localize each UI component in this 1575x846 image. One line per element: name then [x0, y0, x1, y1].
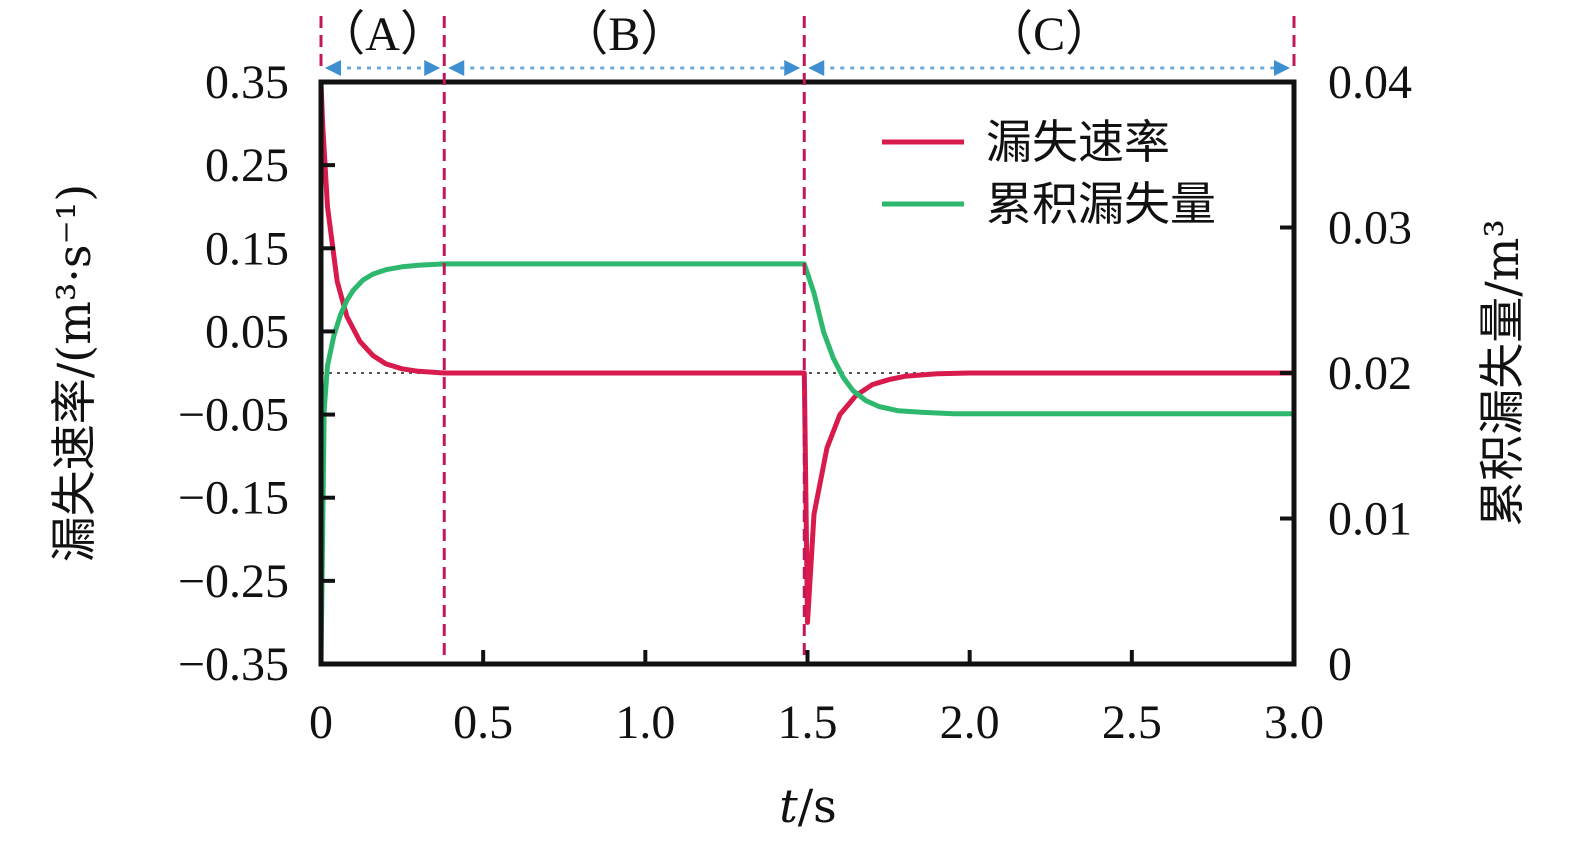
legend-label-rate: 漏失速率: [986, 115, 1170, 169]
y-right-tick-label: 0: [1328, 638, 1352, 691]
phase-label: （A）: [317, 8, 448, 61]
y-left-tick-label: −0.15: [178, 472, 289, 525]
x-tick-label: 2.5: [1102, 696, 1162, 749]
x-tick-label: 0: [309, 696, 333, 749]
y-right-tick-label: 0.01: [1328, 493, 1412, 546]
legend: 漏失速率 累积漏失量: [882, 115, 1216, 231]
x-axis-title: t/s: [779, 779, 837, 833]
y-left-tick-label: −0.25: [178, 555, 289, 608]
y-right-tick-label: 0.04: [1328, 56, 1412, 109]
x-tick-label: 2.0: [940, 696, 1000, 749]
phase-annotation-layer: （A） （B） （C）: [317, 8, 1296, 660]
x-axis-title-unit: /s: [798, 779, 837, 833]
y-left-tick-label: 0.35: [205, 56, 289, 109]
y-left-tick-label: 0.15: [205, 222, 289, 275]
y-right-axis-title: 累积漏失量/m³: [1475, 219, 1529, 527]
x-tick-label: 1.5: [778, 696, 838, 749]
phase-arrowhead-right: [424, 60, 441, 76]
y-right-tick-label: 0.02: [1328, 347, 1412, 400]
leak-rate-curve: [318, 79, 1297, 625]
y-left-tick-label: −0.35: [178, 638, 289, 691]
x-tick-label: 1.0: [615, 696, 675, 749]
y-left-tick-label: 0.05: [205, 305, 289, 358]
x-axis-title-variable: t: [779, 779, 798, 833]
series-layer: [318, 79, 1297, 667]
y-left-tick-label: 0.25: [205, 139, 289, 192]
phase-arrowhead-right: [1274, 60, 1290, 76]
y-left-tick-label: −0.05: [178, 389, 289, 442]
phase-arrowhead-left: [448, 60, 465, 76]
phase-label: （B）: [560, 8, 688, 61]
phase-arrowhead-left: [325, 60, 341, 76]
phase-label: （C）: [985, 8, 1113, 61]
phase-arrowhead-right: [784, 60, 801, 76]
y-left-axis-title: 漏失速率/(m³·s⁻¹): [47, 184, 101, 562]
x-tick-label: 0.5: [453, 696, 513, 749]
cumulative-leak-curve: [318, 261, 1297, 667]
legend-label-cumulative: 累积漏失量: [986, 177, 1216, 231]
x-tick-label: 3.0: [1264, 696, 1324, 749]
y-right-tick-label: 0.03: [1328, 202, 1412, 255]
phase-arrowhead-left: [808, 60, 825, 76]
tick-label-layer: −0.35 −0.25 −0.15 −0.05 0.05 0.15 0.25 0.35 0 0.0…: [178, 56, 1412, 749]
